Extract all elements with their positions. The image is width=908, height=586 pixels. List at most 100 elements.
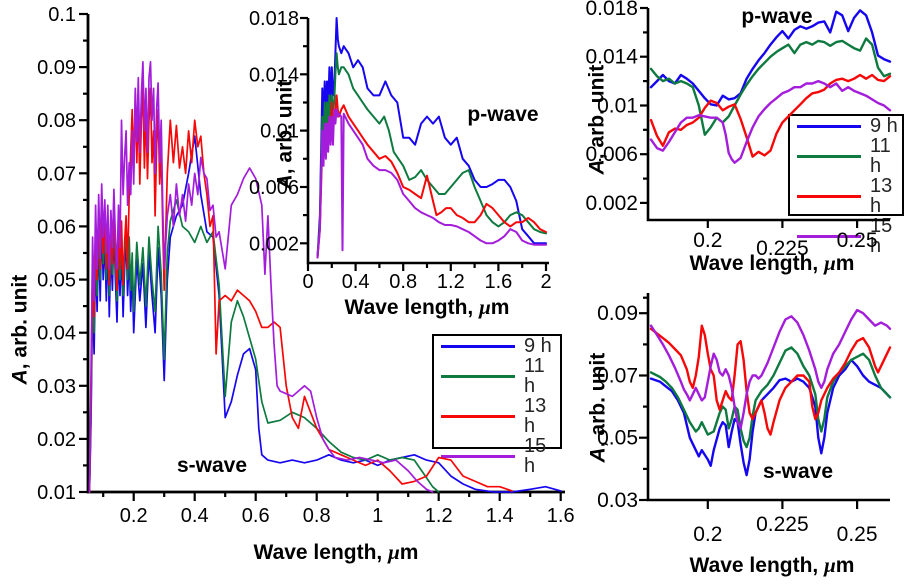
legend-line-swatch xyxy=(441,374,515,378)
yaxis-title-text: , arb. unit xyxy=(586,352,610,448)
series-line-9h xyxy=(316,17,547,259)
x-tick-label: 1.6 xyxy=(547,505,575,527)
legend-item-15h: 15 h xyxy=(434,436,560,476)
legend-line-swatch xyxy=(797,194,861,198)
x-tick-label: 2 xyxy=(540,271,551,293)
legend-label: 13 h xyxy=(524,395,547,437)
legend-line-swatch xyxy=(797,154,861,158)
x-tick-label: 0.4 xyxy=(342,271,370,293)
legend-label: 13 h xyxy=(870,175,893,217)
series-line-11h xyxy=(649,346,892,449)
series-line-15h xyxy=(316,108,547,259)
y-tick-label: 0.07 xyxy=(37,163,76,185)
y-tick-label: 0.02 xyxy=(37,429,76,451)
xaxis-title-text: Wave length, xyxy=(689,252,825,275)
series-line-15h xyxy=(88,60,434,493)
series-line-13h xyxy=(649,324,892,436)
y-tick-label: 0.08 xyxy=(37,110,76,132)
x-tick-label: 0.8 xyxy=(303,505,331,527)
x-tick-label: 0.225 xyxy=(756,513,809,536)
xaxis-title-unit: m xyxy=(835,252,855,275)
inset-pwave-annotation: p-wave xyxy=(467,103,539,126)
y-tick-label: 0.018 xyxy=(585,0,638,20)
pwave-zoom-legend: 9 h 11 h 13 h 15 h xyxy=(788,114,904,256)
xaxis-title-text: Wave length, xyxy=(253,541,389,564)
x-tick-label: 1 xyxy=(372,505,383,527)
x-tick-label: 1.2 xyxy=(437,271,465,293)
main-xaxis-title: Wave length, μm xyxy=(254,540,419,565)
inset-yaxis-title: A, arb. unit xyxy=(272,35,297,235)
legend-line-swatch xyxy=(441,454,515,458)
main-swave-annotation: s-wave xyxy=(176,454,248,477)
y-tick-label: 0.05 xyxy=(37,270,76,292)
xaxis-title-unit: m xyxy=(835,554,855,577)
x-tick-label: 0.2 xyxy=(120,505,148,527)
x-tick-label: 1.2 xyxy=(425,505,453,527)
legend-item-13h: 13 h xyxy=(790,176,902,216)
legend-label: 11 h xyxy=(870,135,891,177)
main-yaxis-title: A, arb. unit xyxy=(7,230,32,430)
yaxis-title-text: , arb. unit xyxy=(273,79,297,175)
legend-label: 15 h xyxy=(524,435,547,477)
legend-item-13h: 13 h xyxy=(434,396,560,436)
pwave-zoom-yaxis-title: A, arb. unit xyxy=(584,20,609,220)
pwave-zoom-xaxis-title: Wave length, μm xyxy=(690,251,855,276)
series-line-9h xyxy=(649,358,892,477)
x-tick-label: 0.4 xyxy=(181,505,209,527)
legend-line-swatch xyxy=(441,344,515,348)
pwave-zoom-annotation: p-wave xyxy=(741,5,813,28)
legend-label: 11 h xyxy=(524,355,545,397)
swave-zoom-yaxis-title: A, arb. unit xyxy=(585,308,610,508)
y-tick-label: 0.002 xyxy=(249,233,299,255)
legend-item-9h: 9 h xyxy=(790,116,902,136)
yaxis-title-text: , arb. unit xyxy=(8,274,32,370)
legend-item-15h: 15 h xyxy=(790,216,902,256)
legend-label: 9 h xyxy=(524,335,552,357)
x-tick-label: 0.2 xyxy=(693,523,722,546)
inset-xaxis-title: Wave length, μm xyxy=(345,295,510,320)
legend-label: 15 h xyxy=(870,215,893,257)
x-tick-label: 0.2 xyxy=(693,229,722,252)
y-tick-label: 0.09 xyxy=(37,57,76,79)
mu-symbol: μ xyxy=(824,553,836,577)
x-tick-label: 0.8 xyxy=(389,271,417,293)
yaxis-title-symbol: A xyxy=(8,369,32,385)
series-line-15h xyxy=(649,308,892,430)
mu-symbol: μ xyxy=(479,295,491,319)
x-tick-label: 0.25 xyxy=(837,523,878,546)
swave-zoom-annotation: s-wave xyxy=(762,460,834,483)
yaxis-title-symbol: A xyxy=(586,447,610,463)
y-tick-label: 0.06 xyxy=(37,216,76,238)
yaxis-title-symbol: A xyxy=(585,159,609,175)
y-tick-label: 0.03 xyxy=(37,376,76,398)
y-tick-label: 0.018 xyxy=(249,8,299,30)
p_wave_full-axes xyxy=(306,18,549,265)
legend-item-11h: 11 h xyxy=(434,356,560,396)
legend-item-11h: 11 h xyxy=(790,136,902,176)
xaxis-title-text: Wave length, xyxy=(689,554,825,577)
series-line-11h xyxy=(88,199,440,493)
xaxis-title-unit: m xyxy=(399,541,419,564)
x-tick-label: 1.6 xyxy=(484,271,512,293)
y-tick-label: 0.1 xyxy=(48,4,76,26)
mu-symbol: μ xyxy=(388,540,400,564)
legend-line-swatch xyxy=(441,414,515,418)
series-line-11h xyxy=(316,52,547,259)
xaxis-title-text: Wave length, xyxy=(344,296,480,319)
legend-label: 9 h xyxy=(870,115,898,137)
legend-item-9h: 9 h xyxy=(434,336,560,356)
mu-symbol: μ xyxy=(824,251,836,275)
yaxis-title-symbol: A xyxy=(273,174,297,190)
legend-line-swatch xyxy=(797,234,861,238)
yaxis-title-text: , arb. unit xyxy=(585,64,609,160)
swave-zoom-xaxis-title: Wave length, μm xyxy=(690,553,855,578)
xaxis-title-unit: m xyxy=(490,296,510,319)
x-tick-label: 0.6 xyxy=(242,505,270,527)
x-tick-label: 0 xyxy=(302,271,313,293)
x-tick-label: 1.4 xyxy=(486,505,514,527)
